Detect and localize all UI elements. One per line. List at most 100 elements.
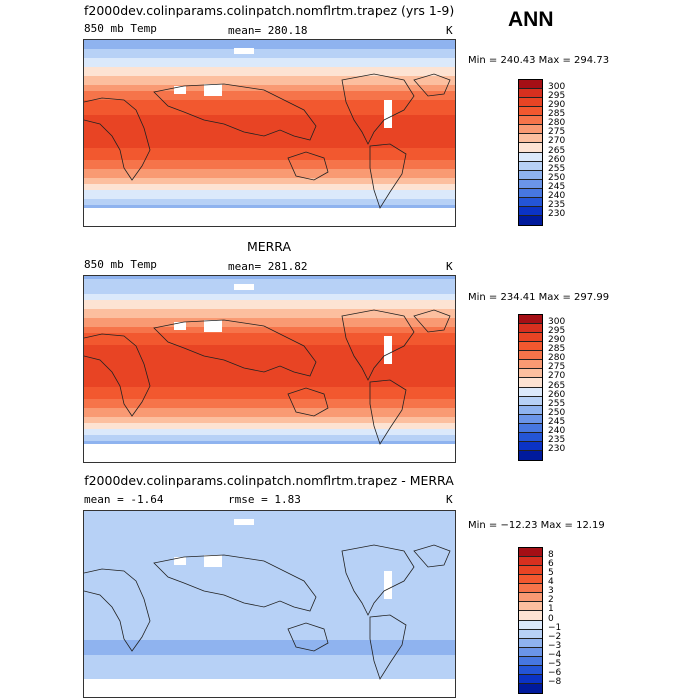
colorbar-tick-label: 290 [548,335,566,346]
coastline [341,309,415,381]
field-band [84,378,455,382]
field-band [84,622,455,626]
colorbar-tick-label: 2 [548,595,554,606]
field-band [84,351,455,355]
panel1-mean-label: mean= 280.18 [228,24,308,37]
field-band [84,658,455,662]
field-band [84,399,455,403]
panel3-rmse-label: rmse = 1.83 [228,493,301,506]
colorbar-tick-label: 270 [548,371,566,382]
colorbar-tick-label: 280 [548,353,566,364]
colorbar-swatch [519,414,542,424]
field-band [84,577,455,581]
panel2-unit-label: K [446,260,453,273]
missing-data-region [384,336,392,364]
panel2-minmax: Min = 234.41 Max = 297.99 [468,292,610,303]
missing-data-region [204,320,222,332]
missing-data-region [234,284,254,290]
panel1-title: f2000dev.colinparams.colinpatch.nomflrtm… [84,3,455,18]
field-band [84,438,455,442]
coastline [413,73,451,97]
field-band [84,535,455,539]
colorbar-swatch [519,602,542,612]
field-band [84,673,455,677]
field-band [84,61,455,65]
panel2-colorbar-labels: 300 295 290 285 280 275 270 265 260 255 250 245 240 2… [548,314,588,459]
field-band [84,160,455,164]
field-band [84,76,455,80]
colorbar-swatch [519,593,542,603]
field-band [84,199,455,203]
field-band [84,574,455,578]
missing-data-region [204,555,222,567]
field-band [84,553,455,557]
field-band [84,276,455,280]
field-band [84,148,455,152]
colorbar-swatch [519,575,542,585]
colorbar-swatch [519,638,542,648]
missing-data-region [84,208,455,226]
colorbar-tick-label: 1 [548,604,554,615]
colorbar-tick-label: −1 [548,622,562,633]
field-band [84,106,455,110]
field-band [84,607,455,611]
colorbar-tick-label: 300 [548,82,566,93]
colorbar-tick-label: 260 [548,154,566,165]
panel2-map [83,275,456,463]
field-band [84,586,455,590]
field-band [84,411,455,415]
field-band [84,130,455,134]
field-band [84,121,455,125]
field-band [84,423,455,427]
colorbar-tick-label: 300 [548,317,566,328]
field-band [84,387,455,391]
field-band [84,94,455,98]
colorbar-swatch [519,432,542,442]
field-band [84,429,455,433]
colorbar-swatch [519,441,542,451]
field-band [84,348,455,352]
field-band [84,664,455,668]
field-band [84,324,455,328]
field-band [84,169,455,173]
colorbar-tick-label: 285 [548,344,566,355]
colorbar-tick-label: 255 [548,398,566,409]
coastline [413,544,451,568]
panel1-map-plot [84,40,455,226]
field-band [84,339,455,343]
colorbar-swatch [519,647,542,657]
field-band [84,136,455,140]
field-band [84,523,455,527]
colorbar-swatch [519,450,542,460]
colorbar-swatch [519,188,542,198]
field-band [84,652,455,656]
field-band [84,342,455,346]
field-band [84,196,455,200]
field-band [84,435,455,439]
field-band [84,604,455,608]
panel2-title: MERRA [246,239,292,254]
colorbar-swatch [519,566,542,576]
field-band [84,670,455,674]
field-band [84,279,455,283]
season-label: ANN [508,8,554,31]
field-band [84,100,455,104]
field-band [84,333,455,337]
field-band [84,315,455,319]
field-band [84,408,455,412]
colorbar-tick-label: 250 [548,407,566,418]
field-band [84,288,455,292]
missing-data-region [174,86,186,94]
field-band [84,556,455,560]
field-band [84,312,455,316]
field-band [84,291,455,295]
field-band [84,118,455,122]
field-band [84,321,455,325]
colorbar-tick-label: −3 [548,640,562,651]
colorbar-tick-label: 245 [548,181,566,192]
field-band [84,616,455,620]
field-band [84,357,455,361]
colorbar-swatch [519,620,542,630]
colorbar-swatch [519,125,542,135]
colorbar-swatch [519,548,542,558]
